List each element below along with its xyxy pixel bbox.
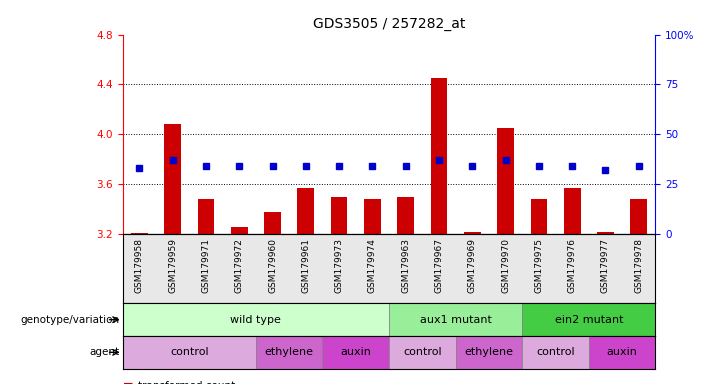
Bar [531,199,547,234]
Text: GSM179959: GSM179959 [168,238,177,293]
Text: wild type: wild type [231,314,281,325]
Bar [264,212,281,234]
Text: control: control [403,347,442,358]
Text: aux1 mutant: aux1 mutant [420,314,491,325]
Text: genotype/variation: genotype/variation [20,314,119,325]
Text: ein2 mutant: ein2 mutant [554,314,623,325]
Bar [430,78,447,234]
Text: GSM179969: GSM179969 [468,238,477,293]
Bar [123,336,256,369]
Bar [123,303,389,336]
Bar [589,336,655,369]
Text: GSM179961: GSM179961 [301,238,311,293]
Bar [256,336,322,369]
Text: auxin: auxin [606,347,638,358]
Text: GSM179977: GSM179977 [601,238,610,293]
Text: ethylene: ethylene [265,347,313,358]
Text: GSM179970: GSM179970 [501,238,510,293]
Text: GSM179978: GSM179978 [634,238,644,293]
Text: transformed count: transformed count [138,381,236,384]
Bar [630,199,647,234]
Text: GSM179960: GSM179960 [268,238,277,293]
Text: GSM179971: GSM179971 [201,238,210,293]
Bar [331,197,348,234]
Bar [456,336,522,369]
Bar [497,128,514,234]
Text: GSM179963: GSM179963 [401,238,410,293]
Text: auxin: auxin [340,347,372,358]
Bar [164,124,181,234]
Text: GSM179973: GSM179973 [334,238,343,293]
Bar [564,188,580,234]
Text: GSM179972: GSM179972 [235,238,244,293]
Bar [464,232,481,234]
Bar [297,188,314,234]
Bar [522,336,589,369]
Text: GSM179974: GSM179974 [368,238,377,293]
Text: GSM179975: GSM179975 [534,238,543,293]
Bar [231,227,247,234]
Text: ethylene: ethylene [465,347,513,358]
Text: GSM179958: GSM179958 [135,238,144,293]
Bar [522,303,655,336]
Text: control: control [170,347,209,358]
Text: control: control [536,347,575,358]
Text: agent: agent [89,347,119,358]
Bar [597,232,614,234]
Text: GSM179967: GSM179967 [435,238,444,293]
Text: ■: ■ [123,381,133,384]
Bar [322,336,389,369]
Bar [364,199,381,234]
Bar [397,197,414,234]
Bar [389,336,456,369]
Text: GSM179976: GSM179976 [568,238,577,293]
Bar [131,233,148,234]
Bar [389,303,522,336]
Text: GDS3505 / 257282_at: GDS3505 / 257282_at [313,17,465,31]
Bar [198,199,215,234]
